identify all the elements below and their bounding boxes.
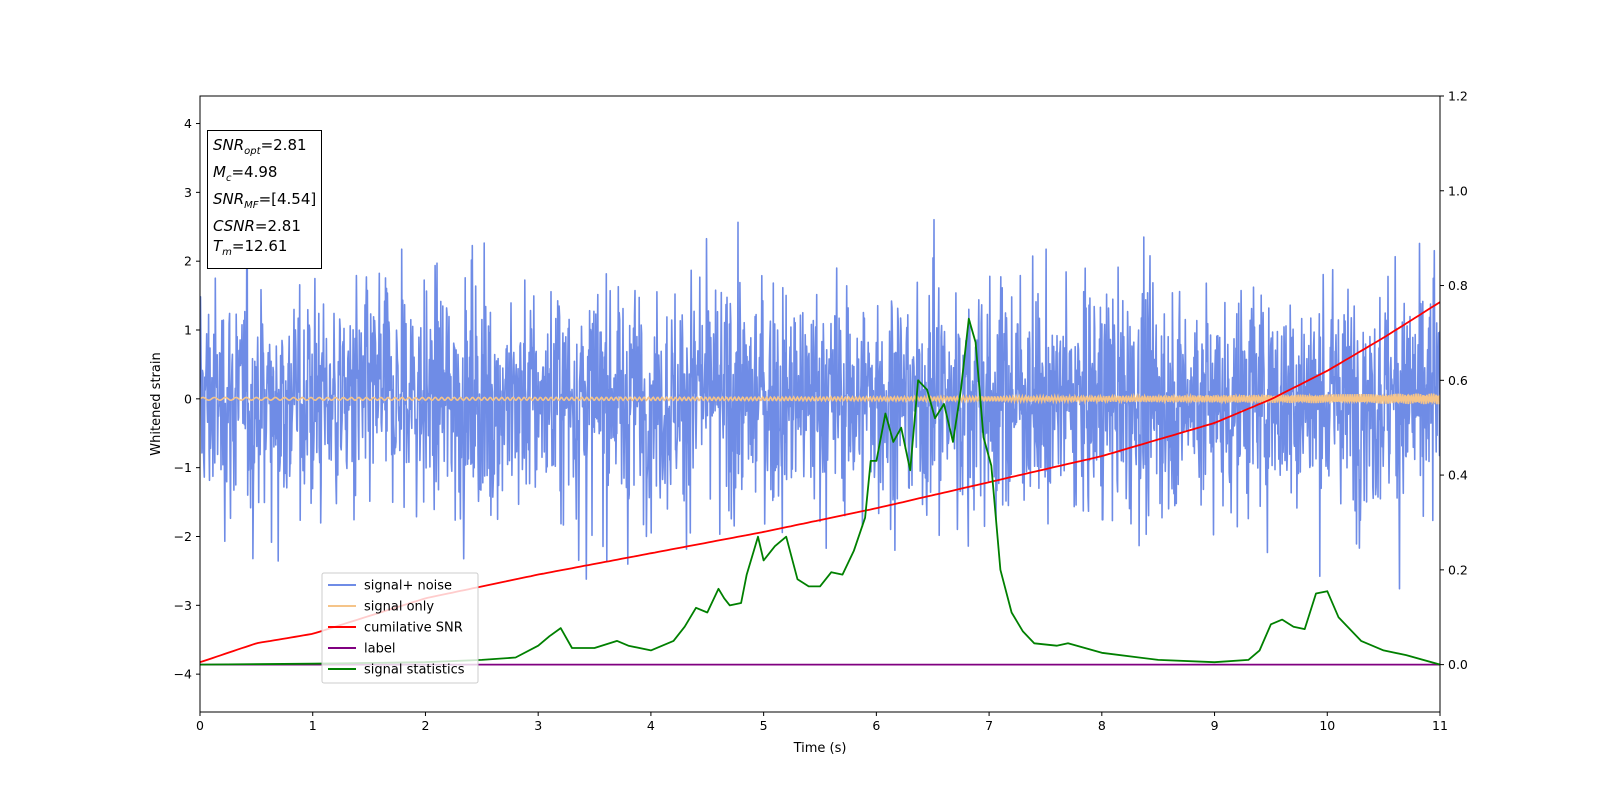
- x-tick-label: 6: [872, 718, 880, 733]
- y-tick-label: −2: [174, 529, 192, 544]
- csnr-row: CSNR=2.81: [213, 216, 316, 236]
- mc-value: =4.98: [231, 163, 278, 181]
- tm-value: =12.61: [231, 237, 288, 255]
- y-tick-label: −3: [174, 598, 192, 613]
- y2-tick-label: 0.4: [1448, 468, 1468, 483]
- signal-only-series: [200, 392, 1440, 406]
- x-tick-label: 9: [1211, 718, 1219, 733]
- x-tick-label: 10: [1319, 718, 1335, 733]
- legend-label: label: [364, 642, 395, 657]
- y2-tick-label: 1.0: [1448, 183, 1468, 198]
- snr-opt-symbol: SNR: [213, 136, 245, 154]
- signal-only-line: [200, 392, 1440, 406]
- snr-mf-value: =[4.54]: [258, 190, 317, 208]
- x-tick-label: 0: [196, 718, 204, 733]
- x-tick-label: 1: [309, 718, 317, 733]
- snr-mf-row: SNRMF=[4.54]: [213, 189, 316, 216]
- snr-mf-symbol: SNR: [213, 190, 245, 208]
- y-tick-label: 0: [184, 391, 192, 406]
- snr-mf-subscript: MF: [244, 200, 259, 211]
- plot-frame: [199, 95, 1441, 713]
- y-axis-left: −4 −3 −2 −1 0 1 2 3 4: [174, 116, 200, 682]
- y-tick-label: 1: [184, 323, 192, 338]
- x-axis: 0 1 2 3 4 5 6 7 8 9 10 11: [196, 712, 1448, 733]
- x-tick-label: 11: [1432, 718, 1448, 733]
- legend-label: signal only: [364, 600, 434, 615]
- tm-symbol: T: [213, 237, 223, 255]
- x-axis-label: Time (s): [793, 741, 847, 756]
- legend-frame: [321, 572, 479, 684]
- y2-tick-label: 0.2: [1448, 562, 1468, 577]
- legend-label: signal+ noise: [364, 579, 452, 594]
- y-axis-label: Whitened strain: [149, 352, 164, 455]
- tm-subscript: m: [222, 247, 232, 258]
- legend-label: cumilative SNR: [364, 621, 463, 636]
- x-tick-label: 5: [760, 718, 768, 733]
- y-axis-right: 0.0 0.2 0.4 0.6 0.8 1.0 1.2: [1440, 89, 1468, 672]
- signal-statistics-line: [200, 317, 1440, 666]
- y2-tick-label: 1.2: [1448, 89, 1468, 104]
- y-tick-label: −4: [174, 667, 192, 682]
- csnr-symbol: CSNR: [213, 217, 255, 235]
- y-tick-label: −1: [174, 460, 192, 475]
- mc-subscript: c: [225, 173, 232, 184]
- y2-tick-label: 0.8: [1448, 278, 1468, 293]
- snr-opt-value: =2.81: [260, 136, 307, 154]
- csnr-value: =2.81: [254, 217, 301, 235]
- y-tick-label: 2: [184, 254, 192, 269]
- legend-label: signal statistics: [364, 663, 465, 678]
- x-tick-label: 8: [1098, 718, 1106, 733]
- snr-opt-row: SNRopt=2.81: [213, 135, 316, 162]
- y-tick-label: 4: [184, 116, 192, 131]
- y-tick-label: 3: [184, 185, 192, 200]
- snr-opt-subscript: opt: [244, 146, 261, 157]
- y2-tick-label: 0.0: [1448, 657, 1468, 672]
- x-tick-label: 2: [421, 718, 429, 733]
- mc-row: Mc=4.98: [213, 162, 316, 189]
- y2-tick-label: 0.6: [1448, 373, 1468, 388]
- x-tick-label: 7: [985, 718, 993, 733]
- stats-annotation-box: SNRopt=2.81 Mc=4.98 SNRMF=[4.54] CSNR=2.…: [207, 130, 323, 269]
- tm-row: Tm=12.61: [213, 236, 316, 263]
- mc-symbol: M: [213, 163, 226, 181]
- x-tick-label: 4: [647, 718, 655, 733]
- x-tick-label: 3: [534, 718, 542, 733]
- legend: signal+ noise signal only cumilative SNR la…: [321, 572, 479, 684]
